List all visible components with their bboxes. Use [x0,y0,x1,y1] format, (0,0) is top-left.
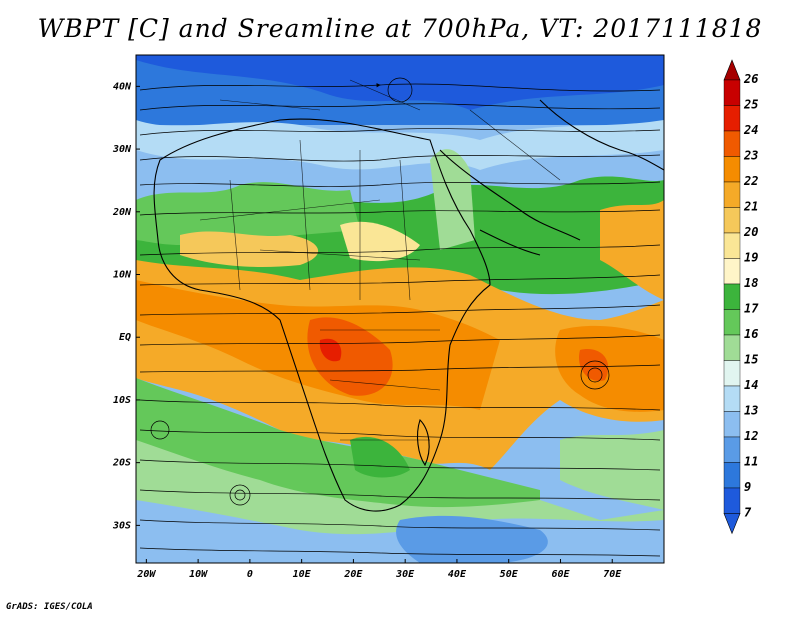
lon-tick-label: 0 [247,569,253,580]
lon-tick-label: 60E [551,569,570,580]
lon-tick-label: 30E [395,569,415,580]
colorbar-swatch [723,207,741,234]
colorbar-label: 21 [743,200,758,214]
streamlines [139,77,661,557]
colorbar-swatch [723,105,741,132]
lat-tick-label: 10N [113,270,132,281]
grads-credit: GrADS: IGES/COLA [6,602,93,612]
colorbar-bottom-arrow [723,513,741,535]
colorbar-swatch [723,258,741,285]
colorbar-label: 15 [744,353,758,367]
colorbar-label: 25 [743,98,758,112]
colorbar-swatch [723,385,741,412]
colorbar-label: 22 [743,174,758,188]
lat-tick-label: 30S [112,520,131,531]
lat-tick-label: EQ [119,332,131,343]
colorbar-swatch [723,360,741,387]
lat-tick-label: 10S [113,395,131,406]
colorbar-swatch [723,181,741,208]
colorbar-label: 17 [744,302,759,316]
borders [199,79,561,441]
lon-tick-label: 10W [189,569,208,580]
lat-tick-label: 40N [113,81,132,92]
colorbar-label: 7 [744,506,752,520]
colorbar-swatch [723,436,741,463]
colorbar: 26 25 24 23 22 21 20 19 18 17 16 15 14 13 12 11 9 7 [723,59,759,535]
colorbar-label: 24 [743,123,758,137]
colorbar-label: 14 [744,378,758,392]
longitude-ticks: 20W 10W 0 10E 20E 30E 40E 50E 60E 70E [136,559,622,580]
colorbar-label: 20 [743,225,758,239]
coastlines [153,99,664,512]
lon-tick-label: 50E [500,569,519,580]
colorbar-label: 11 [744,455,758,469]
colorbar-swatch [723,156,741,183]
colorbar-label: 13 [744,404,758,418]
colorbar-label: 9 [744,480,751,494]
lon-tick-label: 20W [136,569,156,580]
lon-tick-label: 20E [343,569,363,580]
lat-tick-label: 30N [112,144,132,155]
lat-tick-label: 20N [112,207,132,218]
wbpt-field [136,55,664,563]
colorbar-swatch [723,309,741,336]
colorbar-swatch [723,411,741,438]
colorbar-top-arrow [723,59,741,81]
colorbar-swatch [723,487,741,514]
colorbar-label: 16 [744,327,758,341]
colorbar-swatch [723,79,741,106]
lon-tick-label: 40E [448,569,467,580]
colorbar-label: 12 [744,429,758,443]
latitude-ticks: 40N 30N 20N 10N EQ 10S 20S 30S [112,81,140,531]
lon-tick-label: 70E [603,569,622,580]
lat-tick-label: 20S [112,458,131,469]
colorbar-swatch [723,130,741,157]
colorbar-label: 26 [743,72,758,86]
colorbar-swatch [723,232,741,259]
colorbar-swatch [723,462,741,489]
lon-tick-label: 10E [293,569,312,580]
colorbar-label: 23 [743,149,758,163]
colorbar-swatch [723,283,741,310]
chart-title: WBPT [C] and Sreamline at 700hPa, VT: 20… [37,14,763,43]
colorbar-label: 18 [744,276,758,290]
colorbar-label: 19 [744,251,758,265]
colorbar-swatch [723,334,741,361]
